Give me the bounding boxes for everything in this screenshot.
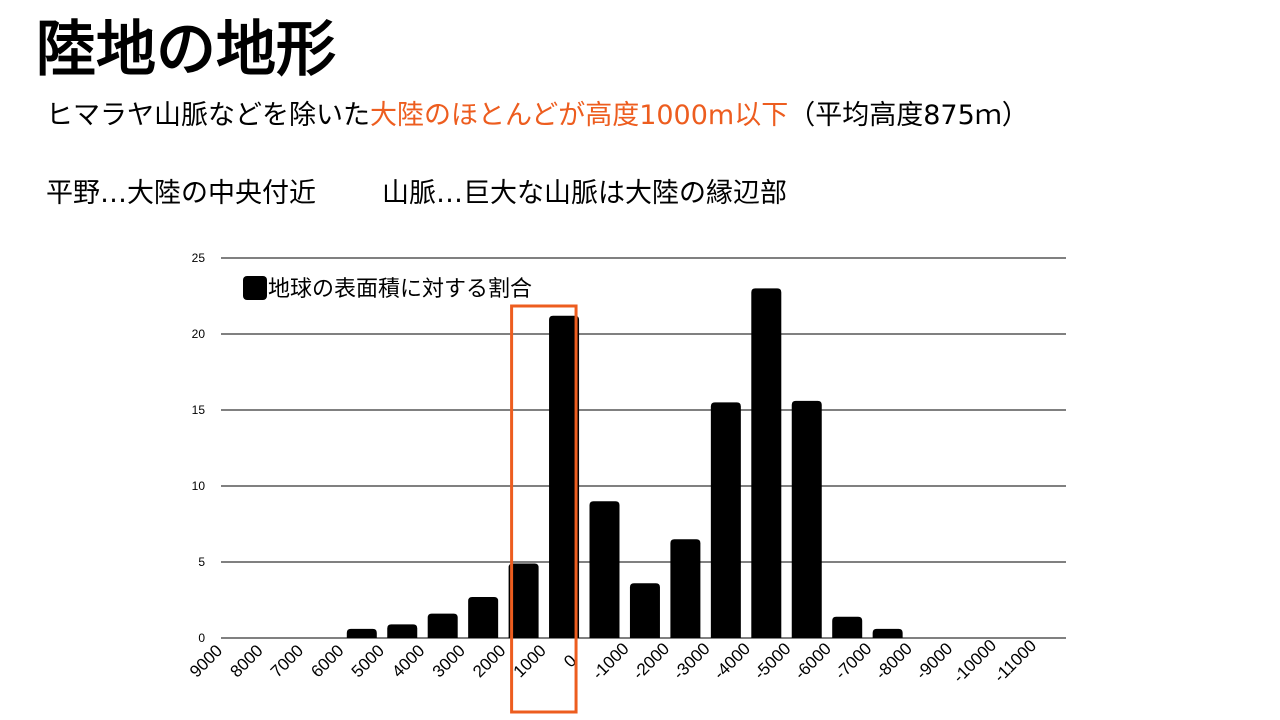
bar — [508, 563, 539, 638]
bar — [468, 596, 499, 638]
bar — [670, 539, 701, 638]
summary-average: （平均高度875ｍ） — [788, 100, 1029, 131]
x-tick-label: -8000 — [872, 639, 916, 683]
x-tick-label: 6000 — [307, 641, 347, 681]
x-tick-label: -7000 — [831, 639, 875, 683]
highlight-box — [510, 304, 578, 714]
y-tick-label: 25 — [192, 251, 206, 265]
x-tick-label: 1000 — [510, 641, 550, 681]
bar — [791, 400, 822, 638]
x-tick-label: -4000 — [710, 639, 754, 683]
bar — [549, 315, 580, 638]
x-tick-label: -3000 — [669, 639, 713, 683]
x-tick-label: -10000 — [949, 636, 1000, 687]
y-tick-label: 10 — [192, 479, 206, 493]
x-tick-label: 7000 — [267, 641, 307, 681]
bar — [589, 501, 620, 638]
summary-line: ヒマラヤ山脈などを除いた大陸のほとんどが高度1000m以下（平均高度875ｍ） — [46, 96, 1029, 136]
bar — [751, 288, 782, 638]
x-tick-label: -9000 — [912, 639, 956, 683]
bar — [346, 628, 377, 638]
x-tick-label: -6000 — [791, 639, 835, 683]
summary-text: ヒマラヤ山脈などを除いた — [46, 100, 370, 131]
mountains-note: 山脈…巨大な山脈は大陸の縁辺部 — [382, 178, 787, 209]
bar — [832, 616, 863, 638]
x-tick-label: 5000 — [348, 641, 388, 681]
x-tick-label: 4000 — [388, 641, 428, 681]
bar — [427, 613, 458, 638]
x-tick-label: -1000 — [589, 639, 633, 683]
plains-note: 平野…大陸の中央付近 — [46, 178, 316, 209]
bar — [629, 583, 660, 638]
x-tick-label: 9000 — [186, 641, 226, 681]
bar — [872, 628, 903, 638]
legend-swatch — [243, 276, 267, 300]
landform-line: 平野…大陸の中央付近 山脈…巨大な山脈は大陸の縁辺部 — [46, 174, 787, 214]
y-tick-label: 15 — [192, 403, 206, 417]
x-tick-label: 3000 — [429, 641, 469, 681]
x-tick-label: -2000 — [629, 639, 673, 683]
bar — [387, 624, 418, 638]
x-tick-label: 8000 — [226, 641, 266, 681]
legend-label: 地球の表面積に対する割合 — [268, 277, 532, 302]
x-tick-label: -11000 — [990, 636, 1040, 686]
x-tick-label: -5000 — [750, 639, 794, 683]
summary-highlight: 大陸のほとんどが高度1000m以下 — [370, 100, 789, 131]
y-tick-label: 20 — [192, 327, 206, 341]
y-tick-label: 5 — [198, 555, 205, 569]
x-tick-label: 2000 — [469, 641, 509, 681]
bar — [710, 402, 741, 638]
y-tick-label: 0 — [198, 631, 205, 645]
slide-title: 陸地の地形 — [36, 15, 336, 85]
